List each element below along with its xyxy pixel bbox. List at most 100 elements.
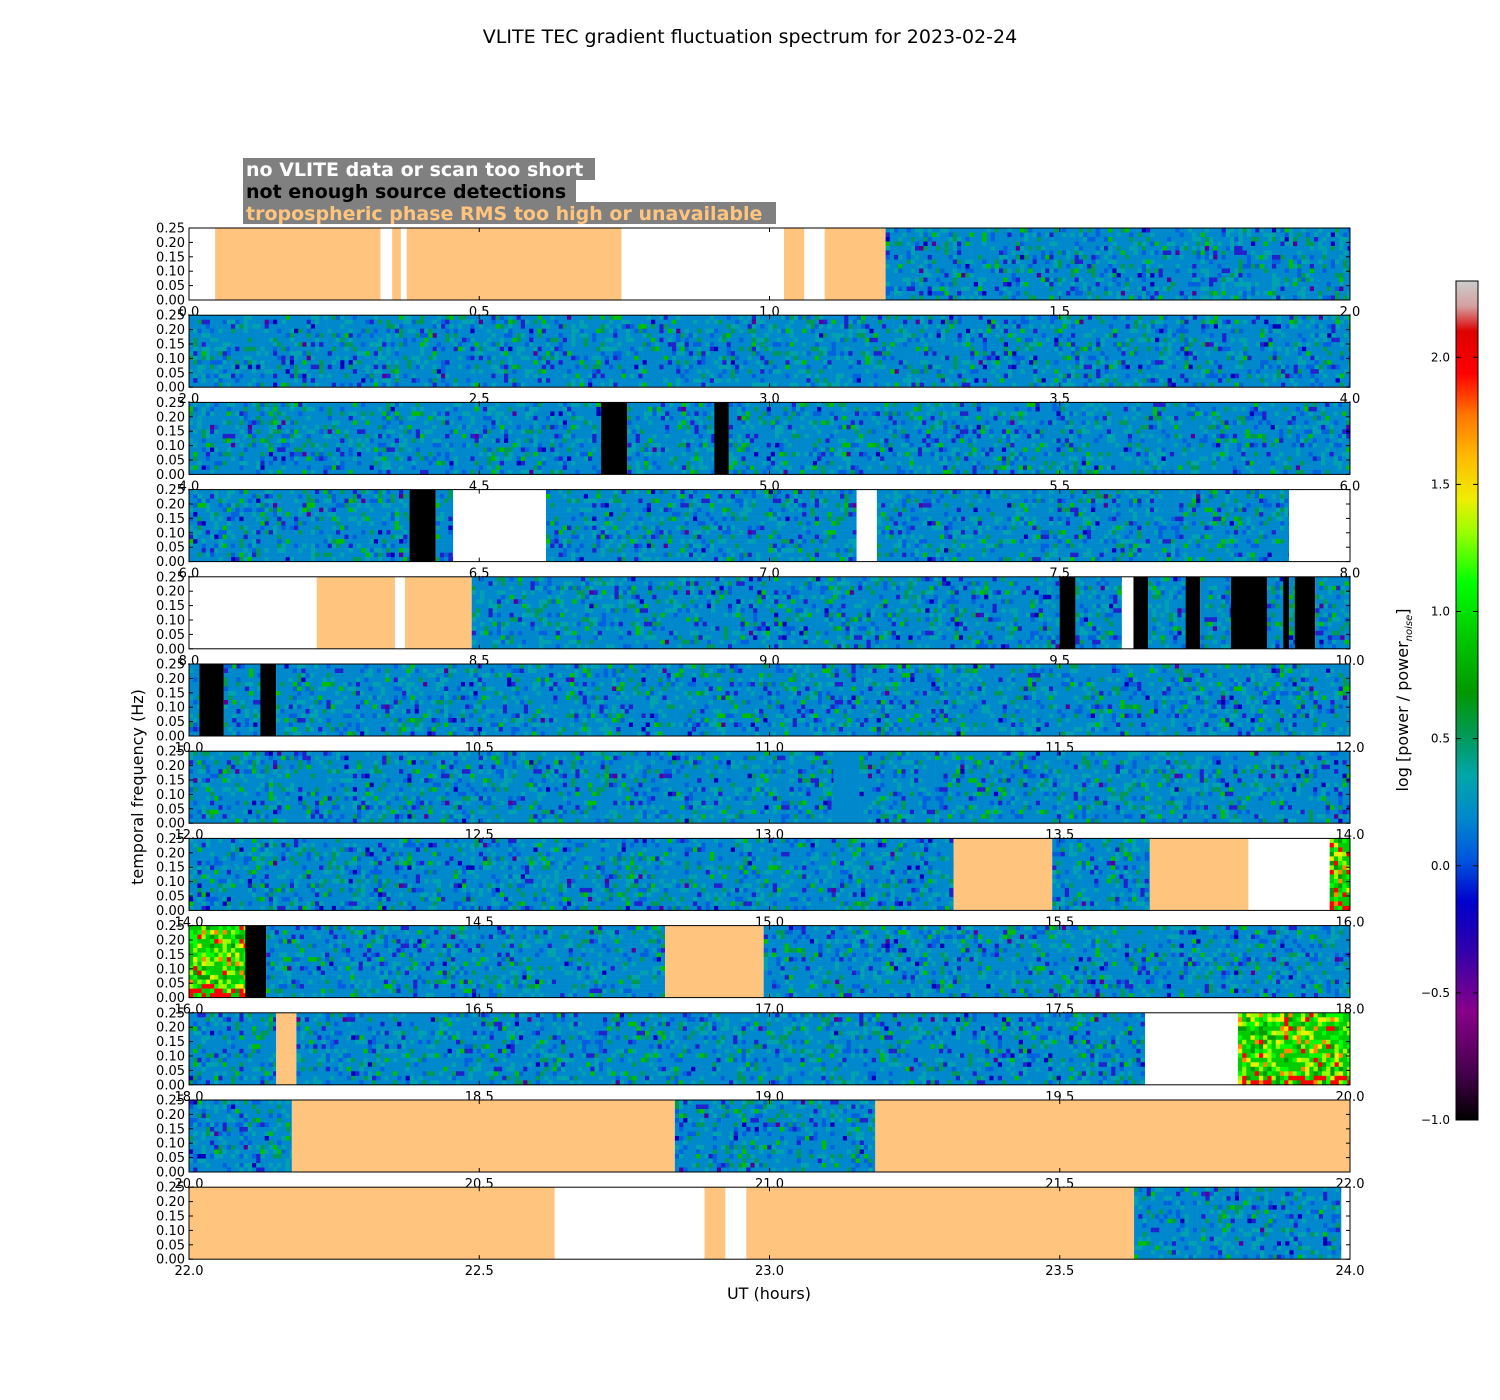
data-segment	[276, 664, 1351, 737]
colorbar: −1.0 −0.5 0.0 0.5 1.0 1.5 2.0 log [power / powe…	[1393, 280, 1479, 1127]
mask-trop	[953, 838, 1053, 911]
mask-trop	[316, 576, 396, 649]
y-tick-label: 0.25	[156, 1006, 185, 1021]
y-tick-label: 0.00	[156, 381, 185, 396]
y-tick-label: 0.00	[156, 991, 185, 1006]
data-segment	[189, 751, 834, 824]
y-tick-label: 0.10	[156, 1224, 185, 1239]
mask-trop	[746, 1187, 1135, 1260]
data-segment	[189, 664, 200, 737]
y-tick-label: 0.05	[156, 454, 185, 469]
panel-4: 0.000.050.100.150.200.258.0 8.5 9.0 9.5 10.0	[156, 570, 1364, 669]
data-segment	[471, 576, 1061, 650]
y-tick-label: 0.20	[156, 934, 185, 949]
mask-white	[554, 1187, 705, 1260]
data-segment	[189, 838, 954, 911]
y-tick-label: 0.25	[156, 396, 185, 411]
mask-black	[601, 402, 628, 475]
data-segment	[189, 1100, 293, 1173]
mask-trop	[291, 1100, 675, 1172]
colorbar-tick-label: 0.0	[1431, 859, 1450, 873]
data-segment	[1329, 838, 1351, 911]
colorbar-tick-label: −1.0	[1421, 1113, 1450, 1127]
panel-0: 0.000.050.100.150.200.250.0 0.5 1.0 1.5 2.0	[156, 222, 1360, 321]
y-tick-label: 0.10	[156, 526, 185, 541]
panels: 0.000.050.100.150.200.250.0 0.5 1.0 1.5 2.00…	[156, 222, 1364, 1280]
mask-black	[1133, 576, 1148, 649]
y-tick-label: 0.20	[156, 585, 185, 600]
mask-white	[1248, 838, 1330, 911]
mask-black	[199, 664, 224, 736]
legend-box	[243, 202, 776, 224]
mask-trop	[824, 228, 886, 300]
colorbar-tick-label: −0.5	[1421, 986, 1450, 1000]
y-tick-label: 0.00	[156, 904, 185, 919]
y-tick-label: 0.25	[156, 1181, 185, 1196]
mask-trop	[784, 228, 805, 300]
y-tick-label: 0.20	[156, 672, 185, 687]
data-segment	[1075, 576, 1123, 650]
y-tick-label: 0.00	[156, 294, 185, 309]
y-tick-label: 0.20	[156, 846, 185, 861]
mask-black	[1185, 576, 1201, 649]
y-tick-label: 0.20	[156, 236, 185, 251]
panel-11: 0.000.050.100.150.200.25 22.0 22.5 23.0 23.5…	[156, 1181, 1364, 1280]
y-tick-label: 0.10	[156, 439, 185, 454]
y-tick-label: 0.20	[156, 1021, 185, 1036]
y-tick-label: 0.00	[156, 468, 185, 483]
x-tick-label: 23.0	[755, 1264, 784, 1279]
y-tick-label: 0.10	[156, 788, 185, 803]
colorbar-tick-label: 2.0	[1431, 350, 1450, 364]
mask-white	[725, 1187, 747, 1260]
mask-white	[189, 228, 216, 300]
mask-black	[1283, 576, 1290, 649]
data-segment	[1147, 576, 1187, 650]
y-tick-label: 0.15	[156, 1210, 185, 1225]
data-segment	[1266, 576, 1284, 650]
data-segment	[1052, 838, 1151, 911]
data-segment	[1237, 1012, 1351, 1086]
mask-white	[856, 489, 877, 562]
data-segment	[266, 925, 666, 998]
y-tick-label: 0.20	[156, 759, 185, 774]
data-segment	[674, 1100, 876, 1173]
y-tick-label: 0.20	[156, 323, 185, 338]
legend-entry: no VLITE data or scan too short	[246, 159, 583, 181]
data-segment	[546, 489, 857, 562]
mask-white	[1341, 1187, 1350, 1260]
mask-white	[1289, 489, 1350, 562]
mask-trop	[404, 576, 472, 649]
data-segment	[1289, 576, 1296, 650]
data-segment	[876, 489, 1290, 562]
mask-flat	[833, 751, 860, 824]
y-tick-label: 0.10	[156, 614, 185, 629]
colorbar-tick-label: 0.5	[1431, 732, 1450, 746]
y-tick-label: 0.05	[156, 715, 185, 730]
data-segment	[189, 925, 246, 998]
y-tick-label: 0.15	[156, 425, 185, 440]
panel-1: 0.000.050.100.150.200.252.0 2.5 3.0 3.5 4.0	[156, 309, 1360, 408]
y-tick-label: 0.10	[156, 701, 185, 716]
y-tick-label: 0.00	[156, 1166, 185, 1181]
y-tick-label: 0.20	[156, 498, 185, 513]
y-tick-label: 0.05	[156, 366, 185, 381]
y-tick-label: 0.15	[156, 512, 185, 527]
mask-trop	[406, 228, 622, 300]
data-segment	[1134, 1187, 1342, 1260]
colorbar-tick-label: 1.0	[1431, 605, 1450, 619]
mask-white	[189, 576, 317, 649]
mask-white	[453, 489, 547, 562]
mask-white	[1121, 576, 1134, 649]
y-tick-label: 0.15	[156, 774, 185, 789]
data-segment	[296, 1012, 1146, 1086]
y-tick-label: 0.05	[156, 802, 185, 817]
y-tick-label: 0.15	[156, 686, 185, 701]
data-segment	[859, 751, 1351, 824]
y-tick-label: 0.10	[156, 352, 185, 367]
data-segment	[763, 925, 1351, 998]
x-tick-label: 22.5	[465, 1264, 494, 1279]
